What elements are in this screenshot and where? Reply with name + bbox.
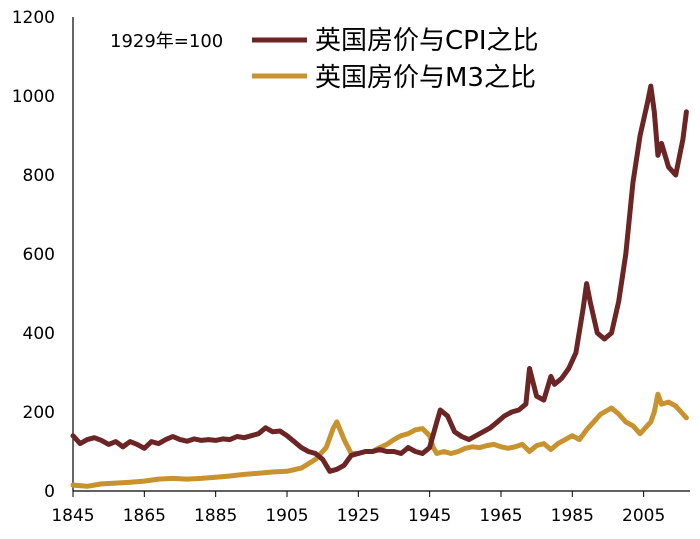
x-tick-label: 1965 [479,506,522,526]
x-tick-label: 1985 [551,506,594,526]
x-tick-labels: 1845 1865 1885 1905 1925 1945 1965 1985 2005 [51,491,665,526]
y-tick-labels: 0 200 400 600 800 1000 1200 [12,8,55,502]
legend: 1929年=100 英国房价与CPI之比 英国房价与M3之比 [110,26,539,93]
y-tick-label: 0 [44,482,55,502]
legend-label-cpi: 英国房价与CPI之比 [315,26,539,56]
y-tick-label: 1200 [12,8,55,28]
y-tick-label: 400 [23,324,55,344]
x-tick-label: 1865 [123,506,166,526]
series-line-m3-ratio [70,391,689,489]
series-lines [70,83,689,489]
legend-label-m3: 英国房价与M3之比 [315,63,536,93]
y-tick-label: 600 [23,245,55,265]
x-tick-label: 1945 [408,506,451,526]
axes [72,17,690,492]
x-tick-label: 1925 [337,506,380,526]
x-tick-label: 2005 [622,506,665,526]
x-tick-label: 1885 [194,506,237,526]
base-year-note: 1929年=100 [110,31,223,52]
y-tick-label: 200 [23,403,55,423]
x-tick-label: 1905 [265,506,308,526]
y-tick-label: 800 [23,166,55,186]
x-tick-label: 1845 [51,506,94,526]
series-line-cpi-ratio [70,83,689,474]
y-tick-label: 1000 [12,87,55,107]
